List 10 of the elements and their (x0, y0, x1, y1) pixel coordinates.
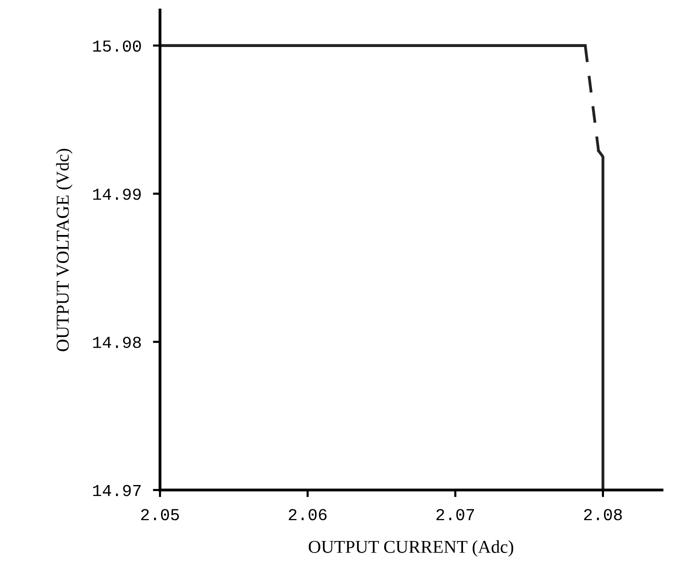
x-tick-label: 2.05 (141, 508, 179, 520)
x-tick-label: 2.06 (288, 508, 327, 520)
x-axis-title: OUTPUT CURRENT (Adc) (308, 540, 514, 557)
y-tick-label: 14.99 (93, 188, 141, 200)
y-tick-label: 15.00 (93, 40, 141, 52)
x-tick-label: 2.07 (436, 508, 474, 520)
x-tick-label: 2.08 (584, 508, 622, 520)
y-tick-label: 14.98 (93, 336, 141, 348)
y-tick-label: 14.97 (93, 484, 141, 496)
y-axis-title: OUTPUT VOLTAGE (Vdc) (56, 148, 72, 352)
